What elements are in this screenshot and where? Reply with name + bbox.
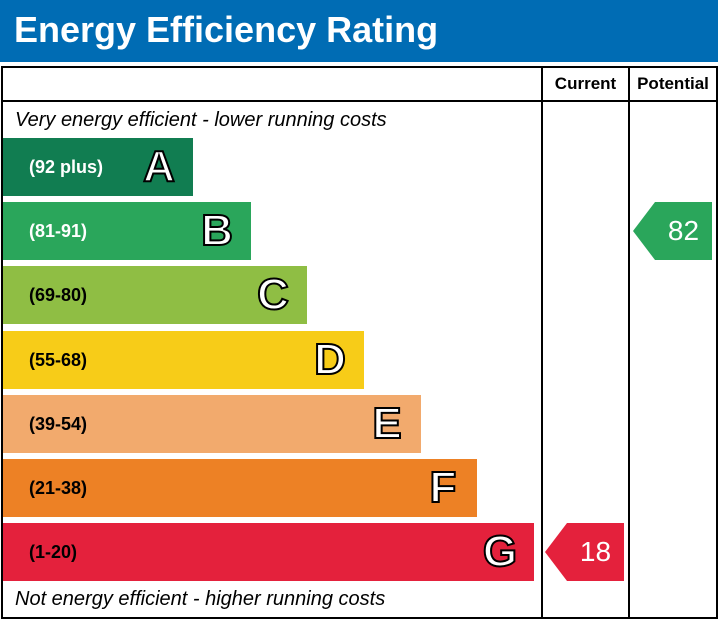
- band-range-label: (1-20): [29, 542, 78, 562]
- band-c: (69-80) C: [3, 266, 307, 324]
- band-f: (21-38) F: [3, 459, 477, 517]
- band-range-label: (81-91): [29, 221, 88, 241]
- current-rating-value: 18: [579, 536, 612, 567]
- current-rating-pointer: 18: [545, 523, 624, 581]
- top-note: Very energy efficient - lower running co…: [15, 109, 387, 131]
- band-letter: G: [482, 526, 518, 577]
- header-bar: Energy Efficiency Rating: [0, 0, 718, 62]
- band-letter: B: [200, 205, 234, 256]
- potential-column-header: Potential: [637, 74, 709, 93]
- band-letter: A: [142, 141, 176, 192]
- bottom-note: Not energy efficient - higher running co…: [15, 588, 386, 610]
- band-range-label: (39-54): [29, 414, 88, 434]
- band-letter: E: [371, 398, 402, 449]
- band-g: (1-20) G: [3, 523, 534, 581]
- band-range-label: (55-68): [29, 350, 88, 370]
- band-range-label: (92 plus): [29, 157, 104, 177]
- potential-column-divider: [628, 66, 630, 617]
- potential-rating-pointer: 82: [633, 202, 712, 260]
- band-letter: C: [256, 269, 290, 320]
- band-range-label: (69-80): [29, 285, 88, 305]
- current-column-divider: [541, 66, 543, 617]
- band-b: (81-91) B: [3, 202, 251, 260]
- potential-rating-value: 82: [667, 215, 700, 246]
- current-column-header: Current: [554, 74, 617, 93]
- rating-frame: [1, 66, 718, 619]
- page-title: Energy Efficiency Rating: [14, 9, 439, 50]
- band-e: (39-54) E: [3, 395, 421, 453]
- band-range-label: (21-38): [29, 478, 88, 498]
- current-pointer-shape: [545, 523, 624, 581]
- header-row-divider: [1, 100, 718, 102]
- band-letter: D: [313, 334, 347, 385]
- potential-pointer-shape: [633, 202, 712, 260]
- band-d: (55-68) D: [3, 331, 364, 389]
- current-pointer-arrow: [545, 523, 624, 581]
- band-a: (92 plus) A: [3, 138, 193, 196]
- potential-pointer-arrow: [633, 202, 712, 260]
- band-letter: F: [429, 462, 458, 513]
